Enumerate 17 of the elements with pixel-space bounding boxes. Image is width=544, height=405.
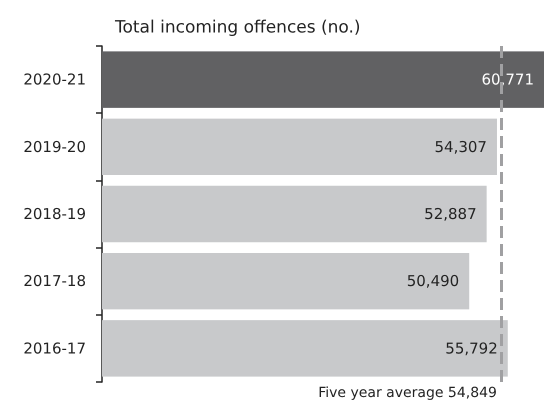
y-tick-label: 2018-19 [23, 205, 86, 223]
chart-title: Total incoming offences (no.) [114, 18, 361, 38]
data-label: 54,307 [434, 138, 487, 156]
data-label: 55,792 [445, 339, 498, 358]
y-tick-label: 2017-18 [23, 272, 86, 290]
bar [102, 51, 544, 108]
y-tick-label: 2019-20 [23, 138, 86, 156]
bar [102, 320, 508, 377]
y-tick-label: 2016-17 [23, 339, 86, 358]
data-label: 50,490 [406, 272, 460, 290]
bar [102, 252, 470, 310]
y-tick-label: 2020-21 [23, 70, 86, 89]
bar [102, 186, 487, 242]
data-label: 60,771 [482, 70, 534, 89]
bar [102, 118, 497, 176]
data-label: 52,887 [424, 205, 477, 223]
ref-line-label: Five year average 54,849 [318, 385, 497, 401]
